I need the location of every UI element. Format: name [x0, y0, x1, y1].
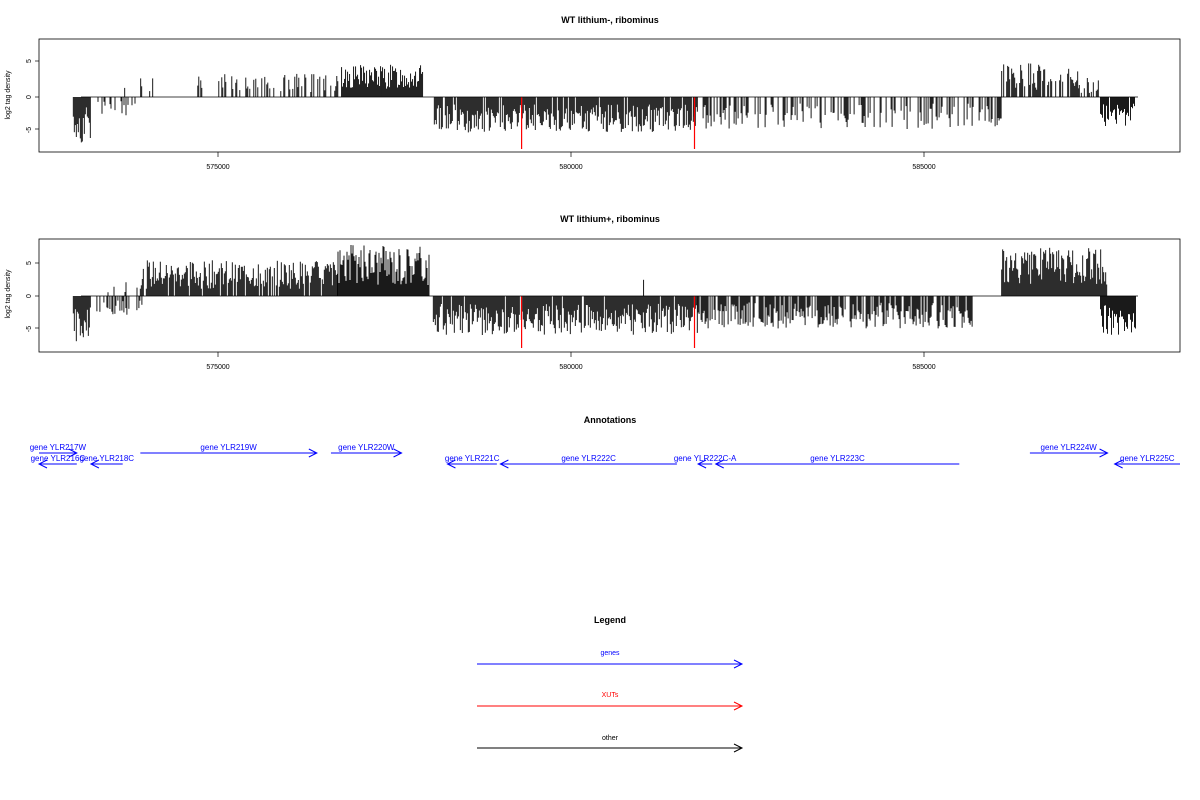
y-tick-label: -5	[26, 127, 33, 133]
legend-label: genes	[600, 650, 620, 657]
plot-frame	[38, 38, 1181, 153]
gene-label: gene YLR221C	[445, 454, 500, 463]
y-tick-label: 0	[26, 294, 33, 298]
gene-arrow: gene YLR222C	[499, 454, 677, 469]
gene-label: gene YLR223C	[810, 454, 865, 463]
gene-arrow: gene YLR225C	[1113, 454, 1180, 469]
panel-title: WT lithium-, ribominus	[561, 15, 659, 25]
gene-label: gene YLR218C	[80, 454, 135, 463]
x-tick-label: 585000	[912, 364, 935, 371]
x-tick-label: 580000	[559, 164, 582, 171]
x-tick-label: 580000	[559, 364, 582, 371]
gene-label: gene YLR216C	[31, 454, 86, 463]
legend-item-xuts: XUTs	[477, 692, 744, 711]
legend-title: Legend	[594, 615, 626, 625]
y-axis: 5 0 -5	[26, 59, 39, 133]
y-axis: 5 0 -5	[26, 261, 39, 332]
x-axis: 575000 580000 585000	[206, 152, 936, 171]
gene-arrow: gene YLR221C	[445, 454, 500, 469]
y-tick-label: -5	[26, 326, 33, 332]
gene-arrow: gene YLR219W	[140, 443, 318, 458]
tag-density-bars	[72, 63, 1135, 149]
gene-arrow: gene YLR218C	[80, 454, 135, 469]
gene-arrow: gene YLR224W	[1029, 443, 1109, 458]
x-axis: 575000 580000 585000	[206, 352, 936, 371]
legend-item-genes: genes	[477, 650, 744, 669]
x-tick-label: 575000	[206, 364, 229, 371]
legend-label: other	[602, 735, 619, 742]
gene-arrow: gene YLR222C-A	[674, 454, 737, 469]
gene-arrows: gene YLR216C gene YLR217W gene YLR218C gene…	[30, 443, 1180, 469]
gene-label: gene YLR224W	[1041, 443, 1098, 452]
y-tick-label: 5	[26, 59, 33, 63]
track-panel-lithium-plus: WT lithium+, ribominus log2 tag density …	[5, 214, 1181, 371]
x-tick-label: 585000	[912, 164, 935, 171]
gene-arrow: gene YLR217W	[30, 443, 87, 458]
track-panel-lithium-minus: WT lithium-, ribominus log2 tag density …	[5, 15, 1181, 171]
panel-title: WT lithium+, ribominus	[560, 214, 660, 224]
plot-frame	[38, 238, 1181, 353]
gene-arrow: gene YLR220W	[330, 443, 403, 458]
gene-arrow: gene YLR223C	[714, 454, 960, 469]
tag-density-bars	[72, 245, 1136, 348]
x-tick-label: 575000	[206, 164, 229, 171]
gene-label: gene YLR222C	[561, 454, 616, 463]
y-axis-label: log2 tag density	[5, 70, 12, 120]
y-axis-label: log2 tag density	[5, 269, 12, 319]
y-tick-label: 0	[26, 95, 33, 99]
legend: Legend genes XUTs other	[477, 615, 744, 753]
gene-label: gene YLR217W	[30, 443, 87, 452]
gene-label: gene YLR220W	[338, 443, 395, 452]
annotations-title: Annotations	[584, 415, 637, 425]
gene-label: gene YLR219W	[200, 443, 257, 452]
gene-label: gene YLR225C	[1120, 454, 1175, 463]
legend-item-other: other	[477, 735, 744, 753]
y-tick-label: 5	[26, 261, 33, 265]
gene-arrow: gene YLR216C	[31, 454, 86, 469]
legend-label: XUTs	[602, 692, 619, 699]
gene-label: gene YLR222C-A	[674, 454, 737, 463]
